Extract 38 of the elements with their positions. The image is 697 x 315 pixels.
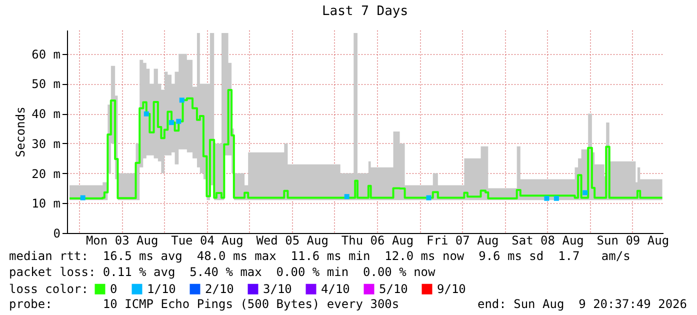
x-tick-label: Sun 09 Aug (596, 234, 670, 248)
point (179, 98, 184, 103)
point (554, 196, 559, 201)
legend-label: 4/10 (321, 282, 350, 296)
y-tick-label: 20 m (32, 166, 60, 181)
y-tick-label: 30 m (32, 136, 60, 151)
legend-title: loss color: (9, 282, 88, 296)
legend-label: 2/10 (205, 282, 234, 296)
point (176, 118, 182, 124)
x-tick-label: Wed 05 Aug (256, 234, 328, 248)
point (344, 194, 350, 200)
point (426, 195, 432, 200)
legend-label: 0 (110, 282, 118, 296)
x-tick-label: Fri 07 Aug (426, 234, 499, 248)
text: end: Sun Aug 9 20:37:49 2026 (477, 297, 687, 311)
legend-label: 1/10 (147, 282, 176, 296)
legend-label: 9/10 (437, 282, 466, 296)
x-tick-label: Thu 06 Aug (341, 234, 414, 248)
x-tick-label: Tue 04 Aug (171, 234, 244, 248)
x-tick-label: Sat 08 Aug (512, 234, 584, 248)
text: packet loss: 0.11 % avg 5.40 % max 0.00 % min 0.00 % now (9, 265, 436, 279)
point (582, 190, 588, 196)
y-tick-label: 10 m (32, 196, 60, 211)
y-axis-title: Seconds (14, 106, 28, 158)
legend-label: 5/10 (379, 282, 408, 296)
point (169, 120, 174, 126)
y-tick-label: 0 (53, 226, 60, 240)
text: median rtt: 16.5 ms avg 48.0 ms max 11.6 ms min 12.0 ms now 9.6 ms sd 1.7 am/s (9, 249, 630, 263)
y-tick-label: 50 m (32, 77, 60, 92)
point (144, 111, 149, 116)
point (544, 196, 550, 201)
x-tick-label: Mon 03 Aug (86, 234, 158, 248)
y-tick-label: 40 m (32, 107, 60, 122)
legend-label: 3/10 (263, 282, 292, 296)
y-tick-label: 60 m (32, 47, 60, 62)
point (80, 195, 86, 200)
text: probe: 10 ICMP Echo Pings (500 Bytes) every 300s (9, 297, 400, 311)
chart-title: Last 7 Days (322, 4, 408, 19)
